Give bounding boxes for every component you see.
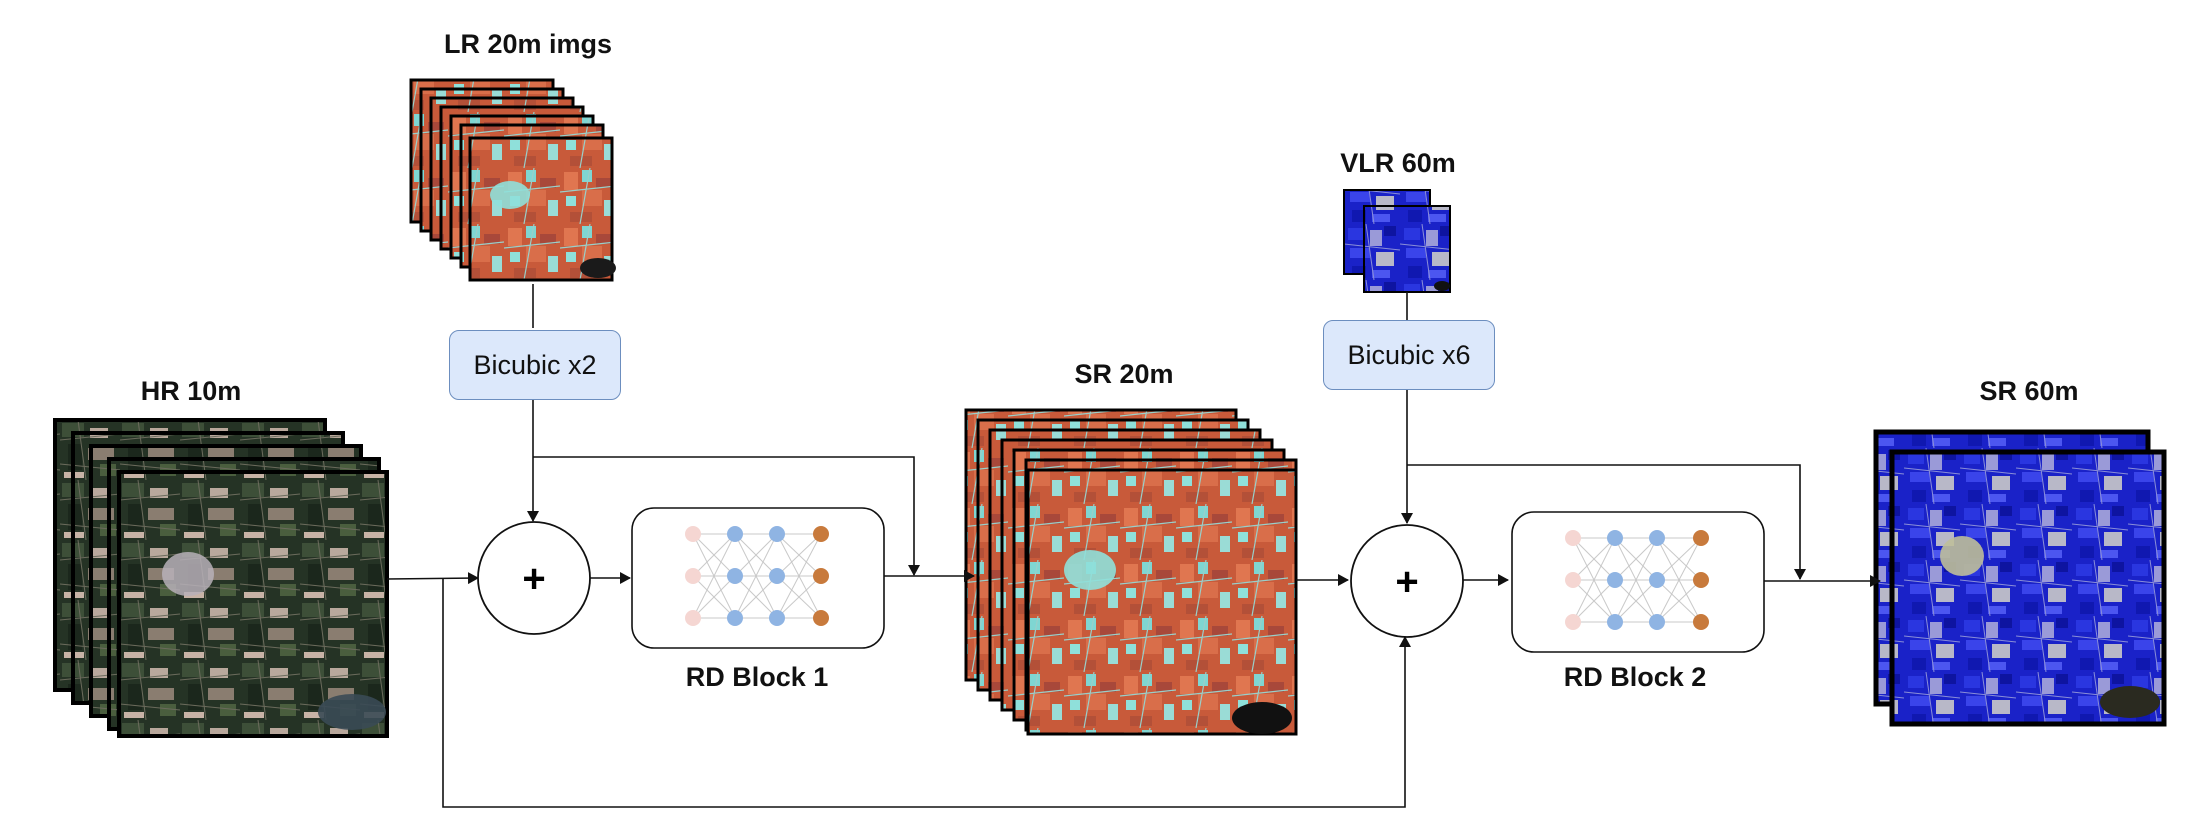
hr-image-stack: [53, 418, 389, 738]
neuron-link: [734, 533, 778, 577]
neuron-node: [1607, 614, 1623, 630]
connectors: [386, 284, 1881, 808]
neuron-node: [813, 526, 829, 542]
neuron-node: [1649, 614, 1665, 630]
neuron-node: [1693, 572, 1709, 588]
neuron-node: [1649, 530, 1665, 546]
neuron-node: [813, 610, 829, 626]
add-symbol: +: [522, 557, 545, 601]
edge-hr-bypass: [442, 578, 1411, 808]
neuron-node: [685, 610, 701, 626]
neuron-link: [1572, 537, 1616, 623]
lr-image-stack: [409, 78, 616, 282]
neural-net-icon: [685, 526, 829, 626]
neuron-node: [727, 526, 743, 542]
neuron-link: [692, 533, 736, 577]
neuron-link: [1614, 537, 1658, 623]
rd-block-1-label: RD Block 1: [685, 662, 829, 692]
bicubic-x6-box: Bicubic x6: [1323, 320, 1495, 390]
sr60-image-stack: [1873, 429, 2167, 727]
neural-net-icon: [1565, 530, 1709, 630]
hr-label: HR 10m: [140, 376, 242, 406]
neuron-node: [1607, 572, 1623, 588]
neuron-link: [1656, 579, 1702, 623]
neuron-link: [776, 575, 822, 619]
neuron-node: [727, 568, 743, 584]
neuron-node: [685, 526, 701, 542]
neuron-link: [692, 533, 736, 619]
neuron-node: [1565, 614, 1581, 630]
add-node-2: +: [1350, 524, 1464, 638]
neuron-link: [1572, 579, 1616, 623]
neuron-node: [769, 526, 785, 542]
neuron-link: [734, 575, 778, 619]
sr20-image-stack: [964, 408, 1298, 736]
sr60-label: SR 60m: [1979, 376, 2079, 406]
rd-block-2: [1511, 511, 1765, 653]
neuron-node: [1565, 572, 1581, 588]
vlr-label: VLR 60m: [1340, 148, 1456, 178]
neuron-link: [734, 533, 778, 619]
bicubic-x2-box: Bicubic x2: [449, 330, 621, 400]
neuron-node: [1693, 530, 1709, 546]
neuron-link: [776, 533, 822, 577]
neuron-link: [1656, 537, 1702, 623]
sr20-label: SR 20m: [1074, 359, 1174, 389]
rd-block-2-label: RD Block 2: [1563, 662, 1707, 692]
neuron-node: [769, 610, 785, 626]
edge-bicubic6-skip: [1407, 464, 1806, 580]
neuron-node: [1565, 530, 1581, 546]
neuron-link: [1572, 537, 1616, 581]
neuron-node: [769, 568, 785, 584]
neuron-link: [1656, 537, 1702, 581]
neuron-link: [692, 575, 736, 619]
neuron-node: [1607, 530, 1623, 546]
neuron-link: [776, 533, 822, 619]
rd-block-1: [631, 507, 885, 649]
edge-hr-to-add1: [386, 572, 479, 585]
lr-label: LR 20m imgs: [443, 29, 613, 59]
bicubic-x2-label: Bicubic x2: [473, 349, 597, 380]
neuron-link: [1614, 579, 1658, 623]
bicubic-x6-label: Bicubic x6: [1347, 339, 1471, 370]
add-node-1: +: [477, 521, 591, 635]
neuron-node: [727, 610, 743, 626]
add-symbol: +: [1395, 560, 1418, 604]
edge-bicubic2-skip: [533, 456, 920, 576]
neuron-node: [685, 568, 701, 584]
neuron-node: [813, 568, 829, 584]
vlr-image-stack: [1343, 189, 1451, 293]
neuron-node: [1649, 572, 1665, 588]
neuron-link: [1614, 537, 1658, 581]
neuron-node: [1693, 614, 1709, 630]
